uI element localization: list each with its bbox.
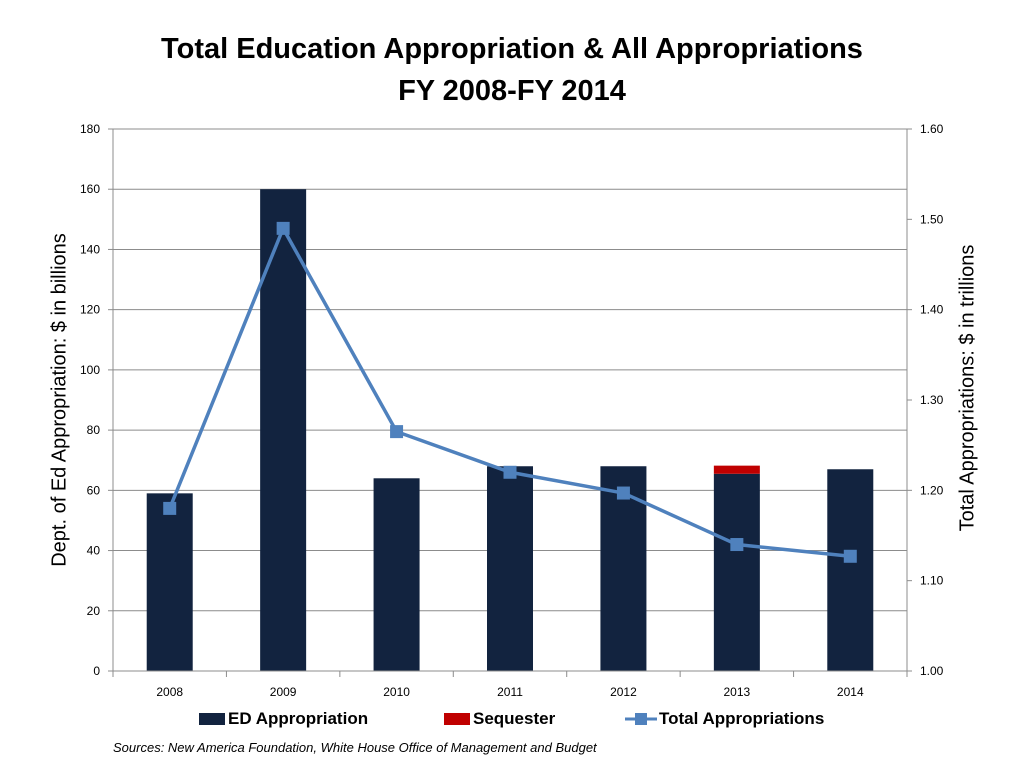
y-right-tick-label: 1.00 xyxy=(920,664,944,678)
legend-swatch-ed-appropriation xyxy=(199,713,225,725)
marker-total-appropriations xyxy=(276,221,290,235)
marker-total-appropriations xyxy=(616,486,630,500)
x-tick-label: 2011 xyxy=(497,685,523,699)
bar-ed-appropriation xyxy=(373,478,420,671)
y-right-tick-label: 1.10 xyxy=(920,574,944,588)
bar-ed-appropriation xyxy=(487,466,533,671)
y-right-tick-label: 1.50 xyxy=(920,212,944,226)
legend-label-total-appropriations: Total Appropriations xyxy=(659,709,825,728)
legend-item-ed-appropriation: ED Appropriation xyxy=(199,709,368,729)
y-left-tick-label: 100 xyxy=(80,363,100,377)
bar-ed-appropriation xyxy=(827,469,874,671)
chart-title-block: Total Education Appropriation & All Appr… xyxy=(0,28,1024,112)
x-tick-label: 2012 xyxy=(610,685,637,699)
y-left-tick-label: 40 xyxy=(87,544,101,558)
marker-total-appropriations xyxy=(730,538,744,552)
y-left-tick-label: 80 xyxy=(87,423,101,437)
legend-item-total-appropriations: Total Appropriations xyxy=(625,709,824,729)
legend: ED Appropriation Sequester Total Appropr… xyxy=(0,709,1024,733)
chart-title: Total Education Appropriation & All Appr… xyxy=(161,33,863,65)
x-tick-label: 2009 xyxy=(270,685,297,699)
x-tick-label: 2013 xyxy=(724,685,751,699)
bar-ed-appropriation xyxy=(146,493,193,671)
chart-subtitle: FY 2008-FY 2014 xyxy=(398,75,626,107)
marker-total-appropriations xyxy=(503,465,517,479)
y-right-tick-label: 1.30 xyxy=(920,393,944,407)
bar-sequester xyxy=(713,465,760,474)
marker-total-appropriations xyxy=(843,549,857,563)
y-right-tick-label: 1.40 xyxy=(920,303,944,317)
y-left-tick-label: 180 xyxy=(80,122,100,136)
y-right-tick-label: 1.60 xyxy=(920,122,944,136)
legend-swatch-sequester xyxy=(444,713,470,725)
legend-label-sequester: Sequester xyxy=(473,709,556,728)
y-left-tick-label: 160 xyxy=(80,182,100,196)
legend-label-ed-appropriation: ED Appropriation xyxy=(228,709,369,728)
y-right-tick-label: 1.20 xyxy=(920,483,944,497)
bar-ed-appropriation xyxy=(713,473,760,671)
marker-total-appropriations xyxy=(163,501,177,515)
source-note: Sources: New America Foundation, White H… xyxy=(113,740,597,755)
bar-ed-appropriation xyxy=(260,189,307,671)
x-tick-label: 2008 xyxy=(156,685,183,699)
marker-total-appropriations xyxy=(390,425,404,439)
x-tick-label: 2014 xyxy=(837,685,864,699)
y-left-tick-label: 20 xyxy=(87,604,101,618)
y-left-tick-label: 140 xyxy=(80,242,100,256)
legend-swatch-total-appropriations xyxy=(625,713,657,725)
x-tick-label: 2010 xyxy=(383,685,410,699)
y-left-tick-label: 0 xyxy=(93,664,100,678)
y-left-tick-label: 60 xyxy=(87,483,101,497)
legend-item-sequester: Sequester xyxy=(444,709,555,729)
y-left-tick-label: 120 xyxy=(80,303,100,317)
